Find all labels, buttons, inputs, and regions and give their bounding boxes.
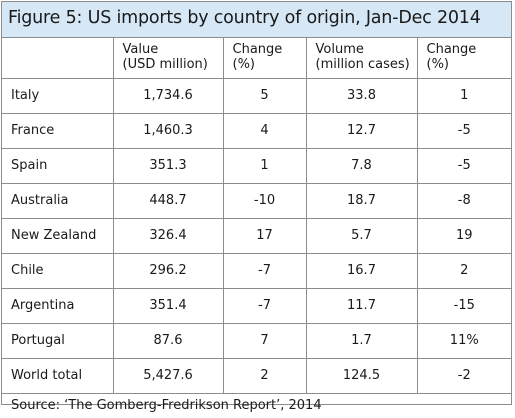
- table-row: France 1,460.3 4 12.7 -5: [2, 113, 511, 149]
- value-change-cell: 5: [223, 78, 307, 114]
- volume-change-cell: 11%: [417, 323, 511, 359]
- figure-frame: Figure 5: US imports by country of origi…: [1, 1, 512, 413]
- table-row: Portugal 87.6 7 1.7 11%: [2, 323, 511, 359]
- table-row: Italy 1,734.6 5 33.8 1: [2, 78, 511, 114]
- value-change-cell: -10: [223, 183, 307, 219]
- value-change-cell: 1: [223, 148, 307, 184]
- value-cell: 1,734.6: [113, 78, 224, 114]
- volume-change-cell: 19: [417, 218, 511, 254]
- table-row: Australia 448.7 -10 18.7 -8: [2, 183, 511, 219]
- country-cell: World total: [2, 358, 114, 394]
- volume-cell: 33.8: [306, 78, 418, 114]
- value-cell: 326.4: [113, 218, 224, 254]
- header-volume-line1: Volume: [315, 42, 364, 57]
- total-row: World total 5,427.6 2 124.5 -2: [2, 358, 511, 394]
- value-cell: 1,460.3: [113, 113, 224, 149]
- volume-cell: 7.8: [306, 148, 418, 184]
- header-country: [2, 38, 114, 79]
- volume-cell: 16.7: [306, 253, 418, 289]
- value-cell: 296.2: [113, 253, 224, 289]
- header-value-line1: Value: [122, 42, 159, 57]
- country-cell: Australia: [2, 183, 114, 219]
- volume-change-cell: 1: [417, 78, 511, 114]
- table-row: Argentina 351.4 -7 11.7 -15: [2, 288, 511, 324]
- volume-cell: 12.7: [306, 113, 418, 149]
- header-value: Value (USD million): [113, 38, 224, 79]
- header-change-volume-line1: Change: [426, 42, 477, 57]
- table-row: New Zealand 326.4 17 5.7 19: [2, 218, 511, 254]
- country-cell: Argentina: [2, 288, 114, 324]
- value-change-cell: 2: [223, 358, 307, 394]
- volume-cell: 5.7: [306, 218, 418, 254]
- value-change-cell: 17: [223, 218, 307, 254]
- volume-cell: 18.7: [306, 183, 418, 219]
- volume-change-cell: -8: [417, 183, 511, 219]
- header-change-value-line1: Change: [232, 42, 283, 57]
- country-cell: Spain: [2, 148, 114, 184]
- country-cell: New Zealand: [2, 218, 114, 254]
- header-volume: Volume (million cases): [306, 38, 418, 79]
- country-cell: France: [2, 113, 114, 149]
- header-change-value-line2: (%): [232, 57, 256, 72]
- country-cell: Chile: [2, 253, 114, 289]
- header-row: Value (USD million) Change (%) Volume (m…: [2, 38, 511, 79]
- header-change-volume-line2: (%): [426, 57, 450, 72]
- volume-change-cell: -15: [417, 288, 511, 324]
- volume-cell: 11.7: [306, 288, 418, 324]
- volume-cell: 124.5: [306, 358, 418, 394]
- country-cell: Portugal: [2, 323, 114, 359]
- value-cell: 5,427.6: [113, 358, 224, 394]
- value-cell: 351.3: [113, 148, 224, 184]
- table-row: Chile 296.2 -7 16.7 2: [2, 253, 511, 289]
- imports-table: Value (USD million) Change (%) Volume (m…: [2, 38, 511, 394]
- volume-change-cell: -2: [417, 358, 511, 394]
- table-row: Spain 351.3 1 7.8 -5: [2, 148, 511, 184]
- volume-change-cell: 2: [417, 253, 511, 289]
- header-value-line2: (USD million): [122, 57, 208, 72]
- value-cell: 448.7: [113, 183, 224, 219]
- value-cell: 351.4: [113, 288, 224, 324]
- value-change-cell: -7: [223, 288, 307, 324]
- value-change-cell: 7: [223, 323, 307, 359]
- figure-title: Figure 5: US imports by country of origi…: [2, 2, 511, 38]
- source-note: Source: ‘The Gomberg-Fredrikson Report’,…: [11, 397, 322, 413]
- volume-cell: 1.7: [306, 323, 418, 359]
- value-change-cell: -7: [223, 253, 307, 289]
- country-cell: Italy: [2, 78, 114, 114]
- header-volume-line2: (million cases): [315, 57, 410, 72]
- header-change-volume: Change (%): [417, 38, 511, 79]
- volume-change-cell: -5: [417, 113, 511, 149]
- value-change-cell: 4: [223, 113, 307, 149]
- volume-change-cell: -5: [417, 148, 511, 184]
- value-cell: 87.6: [113, 323, 224, 359]
- header-change-value: Change (%): [223, 38, 307, 79]
